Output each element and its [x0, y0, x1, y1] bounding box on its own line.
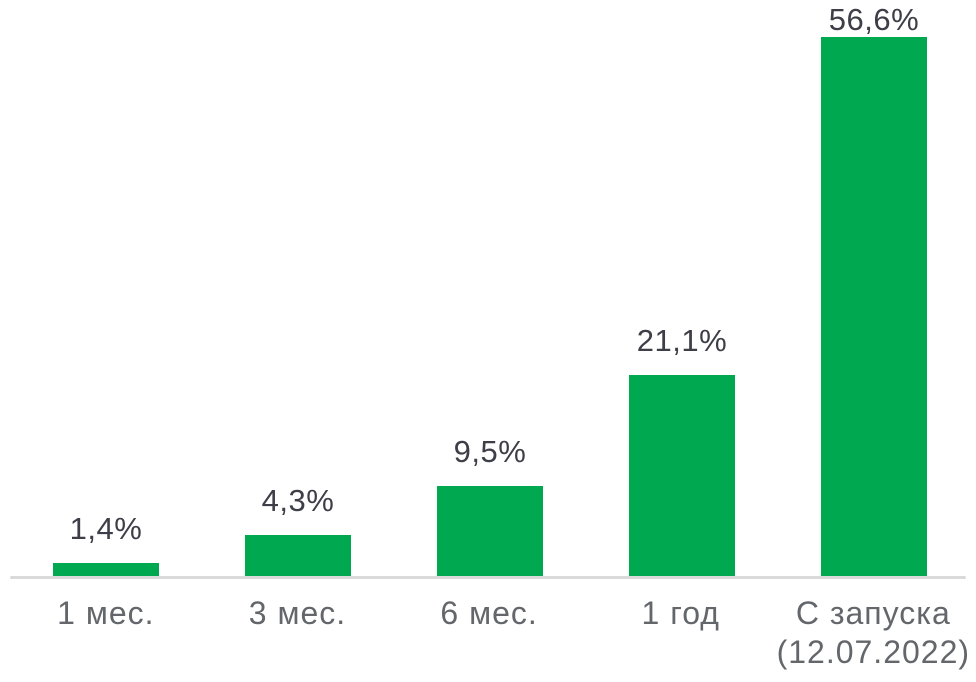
bar-value-label: 9,5% — [453, 433, 527, 469]
x-axis-label-6m: 6 мес. — [393, 594, 585, 672]
x-axis-sublabel-text: (12.07.2022) — [776, 634, 971, 670]
x-axis-labels: 1 мес. 3 мес. 6 мес. 1 год С запуска (12… — [10, 594, 970, 672]
x-axis-label-text: 1 мес. — [57, 595, 155, 631]
bar-value-label: 4,3% — [261, 483, 335, 519]
x-axis-label-3m: 3 мес. — [202, 594, 394, 672]
bar — [437, 485, 543, 576]
x-axis-label-text: 1 год — [641, 595, 720, 631]
x-axis-label-text: 6 мес. — [440, 595, 538, 631]
bar — [821, 37, 927, 576]
plot-area: 1,4% 4,3% 9,5% 21,1% 56,6% — [10, 0, 970, 576]
bar-value-label: 56,6% — [828, 2, 920, 37]
x-axis-line — [10, 576, 966, 579]
bar — [629, 375, 735, 576]
x-axis-label-1m: 1 мес. — [10, 594, 202, 672]
bar — [245, 535, 351, 576]
bar-group-1y: 21,1% — [586, 0, 778, 576]
bar-group-6m: 9,5% — [394, 0, 586, 576]
x-axis-label-since-launch: С запуска (12.07.2022) — [777, 594, 970, 672]
x-axis-label-text: С запуска — [795, 595, 951, 631]
bar — [53, 562, 159, 576]
bar-group-since-launch: 56,6% — [778, 0, 970, 576]
bar-group-1m: 1,4% — [10, 0, 202, 576]
bar-value-label: 21,1% — [636, 323, 728, 359]
bar-value-label: 1,4% — [69, 510, 143, 546]
x-axis-label-1y: 1 год — [585, 594, 777, 672]
bar-group-3m: 4,3% — [202, 0, 394, 576]
x-axis-label-text: 3 мес. — [248, 595, 347, 631]
